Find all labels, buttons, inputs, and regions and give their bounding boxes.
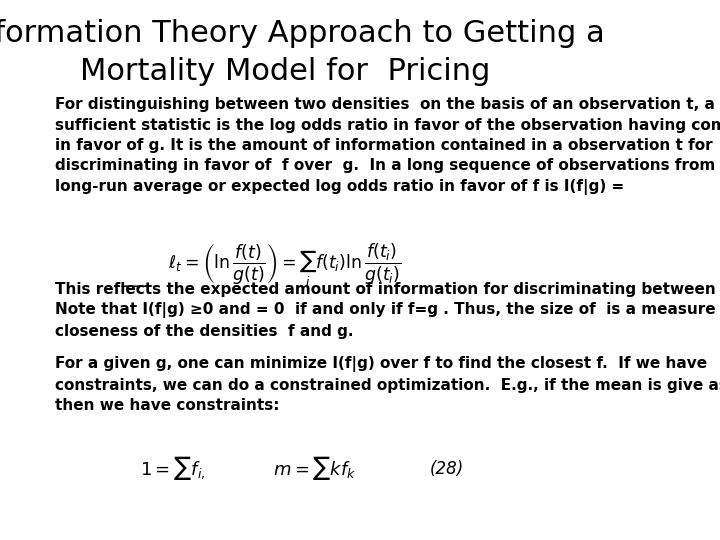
Text: This reflects the expected amount of information for discriminating between f an: This reflects the expected amount of inf… xyxy=(55,282,720,339)
Text: For distinguishing between two densities  on the basis of an observation t, a
su: For distinguishing between two densities… xyxy=(55,97,720,195)
Text: (28): (28) xyxy=(429,460,464,478)
Text: Mortality Model for  Pricing: Mortality Model for Pricing xyxy=(80,57,490,86)
Text: Information Theory Approach to Getting a: Information Theory Approach to Getting a xyxy=(0,19,605,48)
Text: $\mathit{\ell}_t = \left(\ln\dfrac{f(t)}{g(t)}\right) = \sum_i f(t_i)\ln\dfrac{f: $\mathit{\ell}_t = \left(\ln\dfrac{f(t)}… xyxy=(168,242,402,289)
Text: $m = \sum kf_k$: $m = \sum kf_k$ xyxy=(273,454,356,482)
Text: $1 = \sum f_{i,}$: $1 = \sum f_{i,}$ xyxy=(140,454,205,482)
Text: For a given g, one can minimize I(f|g) over f to find the closest f.  If we have: For a given g, one can minimize I(f|g) o… xyxy=(55,356,720,413)
